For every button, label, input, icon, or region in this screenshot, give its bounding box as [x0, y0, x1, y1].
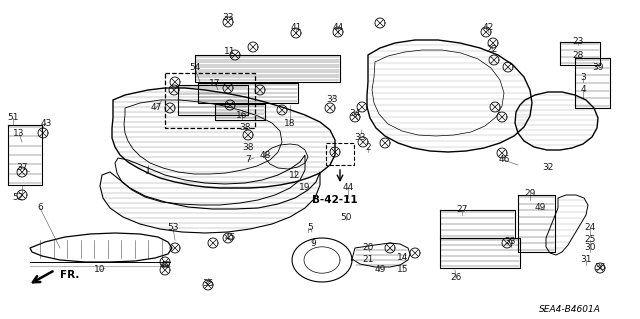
Text: 51: 51 [7, 114, 19, 122]
Text: 6: 6 [37, 204, 43, 212]
Text: 25: 25 [584, 235, 596, 244]
Text: 40: 40 [159, 261, 171, 270]
Text: 43: 43 [40, 118, 52, 128]
Text: 33: 33 [326, 95, 338, 105]
Text: 49: 49 [534, 204, 546, 212]
Text: 13: 13 [13, 129, 25, 137]
Text: 9: 9 [310, 239, 316, 248]
Text: 36: 36 [595, 263, 605, 272]
Text: 15: 15 [397, 265, 409, 275]
Text: 28: 28 [572, 50, 584, 60]
Text: 35: 35 [202, 278, 214, 287]
Text: 12: 12 [289, 170, 301, 180]
Text: 33: 33 [355, 133, 365, 143]
Text: B-42-11: B-42-11 [312, 195, 358, 205]
Text: 22: 22 [486, 46, 498, 55]
Text: 7: 7 [245, 155, 251, 165]
Text: 50: 50 [340, 213, 352, 222]
Text: 1: 1 [145, 167, 151, 176]
Text: 17: 17 [209, 78, 221, 87]
Text: 39: 39 [592, 63, 604, 72]
Text: 44: 44 [342, 183, 354, 192]
Text: 14: 14 [397, 254, 409, 263]
Text: 32: 32 [542, 164, 554, 173]
Text: 16: 16 [236, 110, 248, 120]
Text: 18: 18 [284, 118, 296, 128]
Text: 27: 27 [456, 205, 468, 214]
Text: 42: 42 [483, 24, 493, 33]
Text: 20: 20 [362, 243, 374, 253]
Text: 23: 23 [572, 38, 584, 47]
Text: 44: 44 [332, 24, 344, 33]
Text: 3: 3 [580, 73, 586, 83]
Text: 11: 11 [224, 48, 236, 56]
Text: 5: 5 [307, 224, 313, 233]
Text: 38: 38 [243, 144, 253, 152]
Text: 30: 30 [584, 243, 596, 253]
Text: 46: 46 [499, 155, 509, 165]
Text: 48: 48 [259, 151, 271, 160]
Text: 24: 24 [584, 224, 596, 233]
Text: 26: 26 [451, 273, 461, 283]
Text: 29: 29 [524, 189, 536, 197]
Text: SEA4-B4601A: SEA4-B4601A [539, 306, 601, 315]
Text: 33: 33 [222, 13, 234, 23]
Text: 47: 47 [150, 103, 162, 113]
Text: 4: 4 [580, 85, 586, 94]
Text: 21: 21 [362, 256, 374, 264]
Text: 45: 45 [224, 234, 236, 242]
Text: 19: 19 [300, 182, 311, 191]
Text: FR.: FR. [60, 270, 79, 280]
Text: 41: 41 [291, 24, 301, 33]
Text: 31: 31 [580, 256, 592, 264]
Text: 34: 34 [349, 108, 361, 117]
Text: 53: 53 [167, 224, 179, 233]
Text: 2: 2 [365, 144, 371, 152]
Text: 54: 54 [189, 63, 201, 72]
Text: 52: 52 [12, 194, 24, 203]
Text: 38: 38 [239, 123, 251, 132]
Text: 10: 10 [94, 265, 106, 275]
Text: 33: 33 [504, 238, 516, 247]
Text: 49: 49 [374, 265, 386, 275]
Text: 37: 37 [16, 164, 28, 173]
